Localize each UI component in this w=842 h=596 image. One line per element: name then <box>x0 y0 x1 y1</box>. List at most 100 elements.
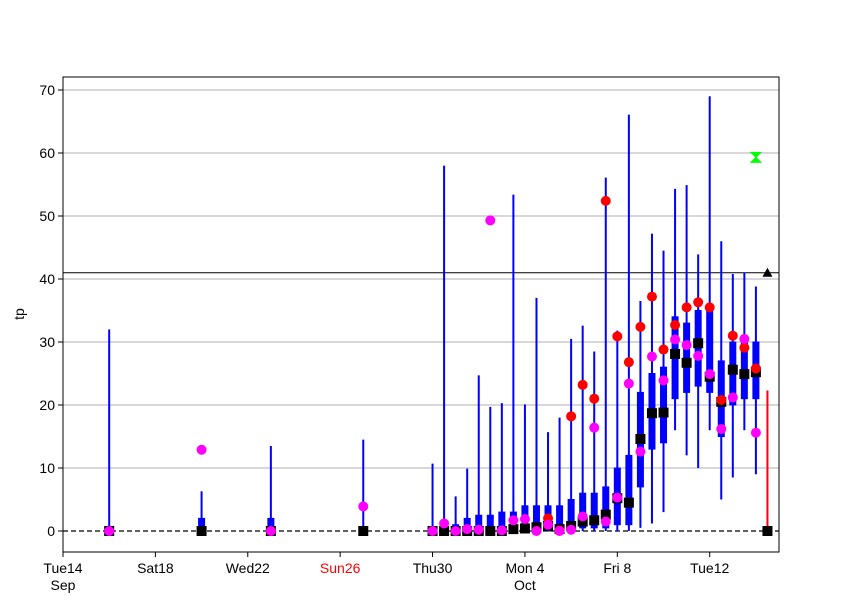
x-tick-label-0: Tue14 <box>43 560 82 576</box>
magenta-point-11 <box>508 515 519 526</box>
x-tick-label-4: Thu30 <box>413 560 453 576</box>
box-plots <box>105 96 769 532</box>
magenta-point-4 <box>427 526 438 536</box>
grid-lines <box>63 89 779 469</box>
red-point-17 <box>739 342 750 353</box>
x-tick-sublabel-5: Oct <box>514 577 536 593</box>
red-point-2 <box>566 411 577 422</box>
latest-median-marker <box>762 526 773 536</box>
magenta-point-17 <box>577 511 588 522</box>
magenta-point-5 <box>439 518 450 529</box>
magenta-point-30 <box>727 392 738 403</box>
median-marker-27 <box>693 338 704 349</box>
red-point-16 <box>727 330 738 341</box>
magenta-point-14 <box>543 519 554 530</box>
magenta-point-7 <box>462 524 473 535</box>
median-marker-26 <box>681 357 692 368</box>
y-tick-label-30: 30 <box>39 334 55 350</box>
magenta-point-0 <box>104 526 115 536</box>
magenta-point-9 <box>485 215 496 226</box>
threshold-marker <box>762 267 773 277</box>
median-marker-3 <box>358 526 369 536</box>
magenta-point-19 <box>600 516 611 527</box>
red-point-7 <box>623 357 634 368</box>
magenta-point-32 <box>750 427 761 438</box>
magenta-point-27 <box>693 350 704 361</box>
y-axis-label: tp <box>11 308 27 320</box>
magenta-point-28 <box>704 369 715 380</box>
box-body-27 <box>694 310 702 387</box>
magenta-point-26 <box>681 340 692 351</box>
y-tick-label-70: 70 <box>39 82 55 98</box>
red-point-10 <box>658 344 669 355</box>
y-tick-label-10: 10 <box>39 460 55 476</box>
magenta-point-21 <box>623 378 634 389</box>
magenta-point-10 <box>496 525 507 536</box>
red-point-15 <box>716 394 727 405</box>
red-point-4 <box>589 393 600 404</box>
markers <box>104 151 773 536</box>
magenta-point-22 <box>635 446 646 457</box>
magenta-point-20 <box>612 492 623 503</box>
box-body-19 <box>602 486 610 529</box>
magenta-point-12 <box>519 514 530 525</box>
median-marker-17 <box>577 516 588 527</box>
magenta-point-8 <box>473 524 484 535</box>
y-tick-label-50: 50 <box>39 208 55 224</box>
median-marker-24 <box>658 407 669 418</box>
median-marker-19 <box>600 509 611 520</box>
box-body-26 <box>683 322 691 393</box>
x-tick-label-5: Mon 4 <box>505 560 544 576</box>
red-point-13 <box>693 297 704 308</box>
magenta-point-18 <box>589 422 600 433</box>
x-tick-label-1: Sat18 <box>137 560 174 576</box>
magenta-point-6 <box>450 526 461 536</box>
magenta-point-3 <box>358 501 369 512</box>
median-marker-12 <box>519 523 530 534</box>
red-point-5 <box>600 195 611 206</box>
magenta-point-31 <box>739 333 750 344</box>
red-point-12 <box>681 302 692 313</box>
y-tick-label-20: 20 <box>39 397 55 413</box>
y-tick-label-0: 0 <box>47 523 55 539</box>
red-point-8 <box>635 321 646 332</box>
magenta-point-16 <box>566 524 577 535</box>
box-body-24 <box>660 366 668 444</box>
magenta-point-23 <box>646 351 657 362</box>
median-marker-22 <box>635 434 646 445</box>
red-point-18 <box>750 363 761 374</box>
magenta-point-13 <box>531 526 542 536</box>
x-tick-label-3: Sun26 <box>320 560 361 576</box>
box-body-17 <box>579 492 587 529</box>
box-body-18 <box>590 492 598 529</box>
red-point-9 <box>646 291 657 302</box>
median-marker-21 <box>623 497 634 508</box>
plot-frame <box>62 76 780 553</box>
x-tick-sublabel-0: Sep <box>51 577 76 593</box>
red-point-3 <box>577 379 588 390</box>
box-body-21 <box>625 454 633 526</box>
x-tick-label-6: Fri 8 <box>603 560 631 576</box>
magenta-point-25 <box>670 334 681 345</box>
magenta-point-2 <box>265 526 276 536</box>
red-point-6 <box>612 331 623 342</box>
magenta-point-29 <box>716 423 727 434</box>
median-marker-9 <box>485 526 496 536</box>
magenta-point-1 <box>196 444 207 455</box>
red-point-14 <box>704 302 715 313</box>
median-marker-11 <box>508 524 519 535</box>
median-marker-30 <box>727 364 738 375</box>
median-marker-5 <box>439 526 450 536</box>
x-tick-label-2: Wed22 <box>226 560 270 576</box>
median-marker-18 <box>589 515 600 526</box>
y-tick-label-60: 60 <box>39 145 55 161</box>
median-marker-1 <box>196 526 207 536</box>
median-marker-31 <box>739 369 750 380</box>
median-marker-25 <box>670 348 681 359</box>
magenta-point-15 <box>554 526 565 536</box>
median-marker-23 <box>646 408 657 419</box>
y-tick-label-40: 40 <box>39 271 55 287</box>
x-tick-label-7: Tue12 <box>690 560 729 576</box>
